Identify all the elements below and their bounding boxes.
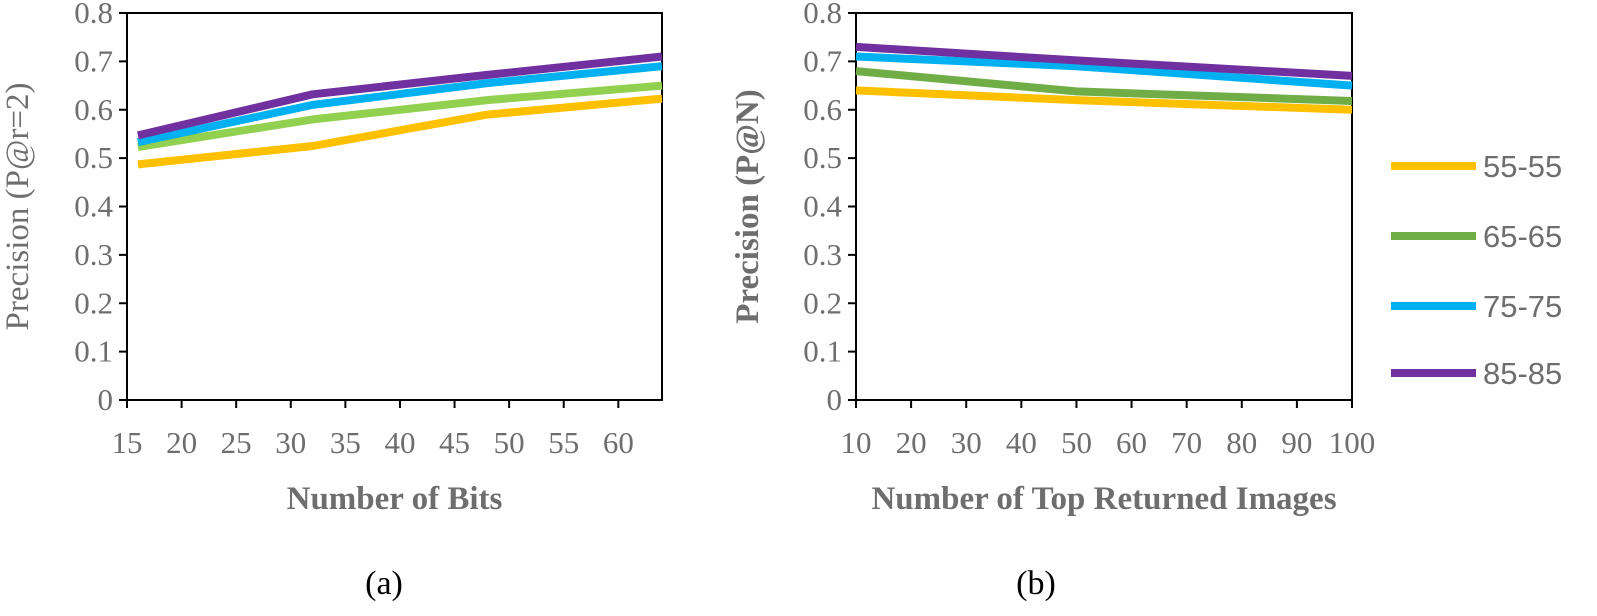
series-line-55-55 [855, 86, 1353, 114]
y-tick-label: 0.1 [803, 334, 842, 369]
x-tick-label: 40 [1006, 425, 1037, 460]
y-tick-label: 0.5 [803, 140, 842, 175]
series-line-65-65 [137, 81, 663, 151]
x-tick-label: 100 [1329, 425, 1376, 460]
x-tick-label: 30 [951, 425, 982, 460]
x-tick-label: 45 [439, 425, 470, 460]
series-line-85-85 [855, 42, 1353, 80]
y-tick-label: 0 [98, 382, 114, 417]
y-tick-label: 0.7 [74, 43, 113, 78]
chart-panel-a: 0 0.1 0.2 0.3 0.4 0.5 0.6 0.7 0.8 15 20 25 30 35 40 45 5… [0, 0, 663, 602]
y-tick-label: 0.4 [803, 189, 842, 224]
x-tick-label: 40 [384, 425, 415, 460]
x-tick-label: 50 [494, 425, 525, 460]
series-line-85-85 [136, 52, 663, 140]
legend-label: 85-85 [1483, 356, 1562, 391]
y-tick-label: 0.8 [803, 0, 842, 30]
x-tick-label: 10 [841, 425, 872, 460]
x-axis-title: Number of Top Returned Images [871, 481, 1336, 517]
x-tick-label: 20 [896, 425, 927, 460]
x-tick-label: 35 [330, 425, 361, 460]
y-tick-label: 0 [827, 382, 843, 417]
x-tick-label: 20 [166, 425, 197, 460]
y-tick-label: 0.4 [74, 189, 113, 224]
panel-caption: (a) [365, 565, 403, 602]
y-tick-label: 0.6 [803, 92, 842, 127]
y-tick-label: 0.3 [74, 237, 113, 272]
series-line-75-75 [855, 52, 1353, 90]
y-tick-label: 0.1 [74, 334, 113, 369]
x-tick-label: 55 [548, 425, 579, 460]
y-tick-label: 0.2 [74, 285, 113, 320]
legend-label: 65-65 [1483, 219, 1562, 254]
series-line-65-65 [855, 67, 1353, 105]
y-tick-label: 0.3 [803, 237, 842, 272]
x-tick-label: 60 [603, 425, 634, 460]
x-tick-label: 25 [221, 425, 252, 460]
y-tick-label: 0.6 [74, 92, 113, 127]
y-tick-label: 0.2 [803, 285, 842, 320]
legend-label: 75-75 [1483, 289, 1562, 324]
legend-label: 55-55 [1483, 149, 1562, 184]
y-axis-title: Precision (P@r=2) [0, 83, 36, 331]
y-tick-label: 0.8 [74, 0, 113, 30]
chart-panel-b: 0 0.1 0.2 0.3 0.4 0.5 0.6 0.7 0.8 10 20 30 40 50 60 70 8… [730, 0, 1375, 602]
x-tick-label: 15 [112, 425, 143, 460]
panel-caption: (b) [1016, 565, 1056, 602]
x-tick-label: 50 [1061, 425, 1092, 460]
x-tick-label: 90 [1281, 425, 1312, 460]
x-tick-label: 70 [1171, 425, 1202, 460]
x-tick-label: 80 [1226, 425, 1257, 460]
y-tick-label: 0.7 [803, 43, 842, 78]
series-line-55-55 [137, 94, 663, 169]
y-tick-label: 0.5 [74, 140, 113, 175]
x-tick-label: 30 [275, 425, 306, 460]
y-axis-title: Precision (P@N) [730, 89, 766, 323]
chart-legend: 55-55 65-65 75-75 85-85 [1391, 149, 1562, 391]
x-axis-title: Number of Bits [287, 481, 503, 517]
series-line-75-75 [137, 62, 663, 147]
x-tick-label: 60 [1116, 425, 1147, 460]
